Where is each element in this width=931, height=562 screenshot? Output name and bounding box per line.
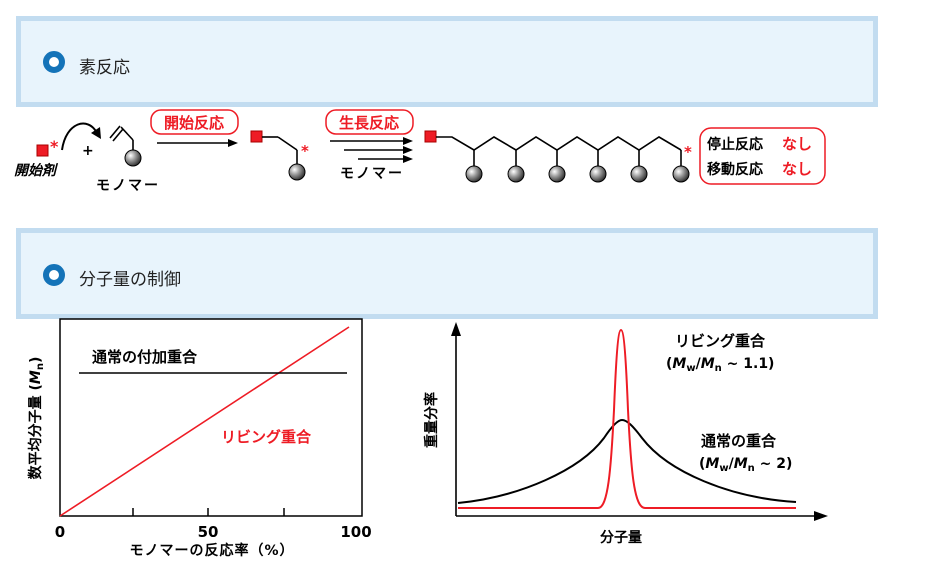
series-living-curve: [458, 328, 796, 509]
x-ticks: [132, 508, 285, 516]
tick-50: 50: [198, 523, 219, 541]
transfer-none: なし: [782, 160, 812, 178]
section-header-elementary-reactions: 素反応: [16, 16, 878, 107]
circle-bullet-icon: [43, 264, 65, 286]
tick-100: 100: [340, 523, 371, 541]
monomer-label-2: モノマー: [340, 166, 404, 182]
polymer-side-balls: [465, 150, 690, 183]
label-normal: 通常の付加重合: [92, 348, 198, 366]
section-title: 分子量の制御: [79, 270, 181, 290]
grow-reaction-box: [325, 109, 414, 135]
svg-text:*: *: [301, 142, 309, 160]
series-normal-curve: [457, 418, 797, 504]
plus-sign: +: [82, 143, 94, 159]
tick-0: 0: [55, 523, 65, 541]
curved-arrow: [61, 122, 98, 151]
monomer-label-1: モノマー: [96, 178, 160, 194]
y-axis-label: 数平均分子量 (Mn): [27, 357, 46, 480]
label-normal-pdi: (Mw/Mn ~ 2): [699, 456, 792, 474]
initiator-square: [36, 144, 49, 157]
vinyl-double-bond: [112, 128, 124, 142]
label-living: リビング重合: [675, 332, 766, 350]
no-termination-box: [699, 127, 826, 185]
label-normal: 通常の重合: [701, 432, 777, 450]
termination-label: 停止反応: [707, 136, 763, 153]
monomer-ball: [124, 149, 142, 167]
circle-bullet-icon: [43, 51, 65, 73]
termination-none: なし: [782, 135, 812, 153]
x-axis-label: 分子量: [600, 530, 642, 546]
init-reaction-label: 開始反応: [164, 114, 224, 132]
label-living-pdi: (Mw/Mn ~ 1.1): [666, 356, 774, 374]
vinyl-bond: [109, 125, 121, 139]
svg-text:*: *: [684, 143, 692, 161]
series-living-line: [59, 326, 350, 517]
init-reaction-box: [150, 109, 239, 135]
label-living: リビング重合: [221, 428, 312, 446]
curved-arrow-head: [91, 127, 101, 139]
radical-star: *: [50, 137, 59, 156]
x-axis-label: モノマーの反応率（%）: [129, 542, 294, 559]
transfer-label: 移動反応: [707, 161, 763, 178]
y-axis-label: 重量分率: [423, 392, 440, 448]
polymer-backbone: [436, 136, 682, 151]
section-title: 素反応: [79, 58, 130, 78]
section-header-molecular-weight-control: 分子量の制御: [16, 228, 878, 319]
initiator-label: 開始剤: [14, 162, 59, 179]
chart-frame: [59, 318, 363, 517]
grow-reaction-label: 生長反応: [339, 114, 399, 132]
